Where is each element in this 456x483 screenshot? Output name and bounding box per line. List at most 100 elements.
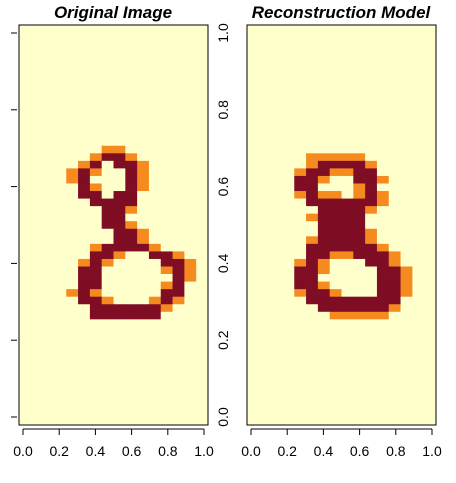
heatmap-cell: [78, 236, 91, 245]
heatmap-cell: [282, 394, 295, 403]
heatmap-cell: [388, 168, 401, 177]
heatmap-cell: [388, 160, 401, 169]
heatmap-cell: [424, 130, 437, 139]
heatmap-cell: [54, 258, 67, 267]
heatmap-cell: [184, 153, 197, 162]
heatmap-cell: [54, 138, 67, 147]
heatmap-cell: [184, 394, 197, 403]
heatmap-cell: [113, 334, 126, 343]
heatmap-cell: [54, 153, 67, 162]
heatmap-cell: [101, 92, 114, 101]
heatmap-cell: [42, 153, 55, 162]
heatmap-cell: [270, 206, 283, 215]
heatmap-cell: [172, 70, 185, 79]
heatmap-cell: [148, 100, 162, 109]
heatmap-cell: [388, 55, 401, 64]
heatmap-cell: [172, 145, 185, 154]
heatmap-cell: [160, 32, 173, 41]
heatmap-cell: [148, 387, 162, 396]
heatmap-cell: [125, 85, 138, 94]
heatmap-cell: [78, 153, 91, 162]
heatmap-cell: [184, 387, 197, 396]
heatmap-cell: [125, 281, 138, 290]
heatmap-cell: [66, 258, 79, 267]
heatmap-cell: [172, 387, 185, 396]
heatmap-cell: [101, 62, 114, 71]
heatmap-cell: [247, 258, 260, 267]
heatmap-cell: [113, 289, 126, 298]
heatmap-cell: [400, 364, 413, 373]
heatmap-cell: [258, 274, 272, 283]
heatmap-cell: [353, 364, 366, 373]
heatmap-cell: [317, 62, 331, 71]
heatmap-cell: [196, 191, 209, 199]
heatmap-cell: [42, 274, 55, 283]
heatmap-cell: [54, 274, 67, 283]
heatmap-cell: [184, 206, 197, 215]
heatmap-cell: [317, 364, 331, 373]
heatmap-cell: [306, 183, 319, 192]
heatmap-cell: [341, 108, 354, 116]
heatmap-cell: [30, 236, 44, 245]
heatmap-cell: [424, 221, 437, 230]
heatmap-cell: [353, 326, 366, 335]
heatmap-cell: [101, 153, 114, 162]
heatmap-cell: [89, 289, 103, 298]
heatmap-cell: [306, 243, 319, 252]
heatmap-cell: [400, 32, 413, 41]
heatmap-cell: [30, 326, 44, 335]
heatmap-cell: [160, 130, 173, 139]
heatmap-cell: [160, 251, 173, 260]
heatmap-cell: [424, 85, 437, 94]
heatmap-cell: [89, 62, 103, 71]
heatmap-cell: [294, 357, 307, 366]
heatmap-cell: [424, 289, 437, 298]
heatmap-cell: [282, 32, 295, 41]
heatmap-cell: [89, 326, 103, 335]
heatmap-cell: [282, 364, 295, 373]
heatmap-cell: [317, 274, 331, 283]
heatmap-cell: [19, 281, 32, 290]
heatmap-cell: [160, 349, 173, 358]
heatmap-cell: [30, 289, 44, 298]
heatmap-cell: [89, 47, 103, 56]
heatmap-cell: [306, 47, 319, 56]
heatmap-cell: [353, 266, 366, 275]
heatmap-cell: [66, 357, 79, 366]
heatmap-cell: [365, 168, 378, 177]
heatmap-cell: [89, 258, 103, 267]
heatmap-cell: [137, 115, 150, 124]
heatmap-cell: [400, 130, 413, 139]
heatmap-cell: [30, 130, 44, 139]
heatmap-cell: [89, 372, 103, 381]
heatmap-cell: [101, 145, 114, 154]
heatmap-cell: [78, 311, 91, 320]
heatmap-cell: [30, 153, 44, 162]
heatmap-cell: [412, 191, 425, 199]
heatmap-cell: [294, 402, 307, 411]
heatmap-cell: [412, 92, 425, 101]
heatmap-cell: [89, 281, 103, 290]
heatmap-cell: [388, 25, 401, 33]
heatmap-cell: [365, 145, 378, 154]
heatmap-cell: [184, 175, 197, 184]
heatmap-cell: [172, 228, 185, 237]
heatmap-cell: [376, 341, 390, 350]
heatmap-cell: [306, 372, 319, 381]
heatmap-cell: [101, 251, 114, 260]
heatmap-cell: [400, 402, 413, 411]
heatmap-cell: [148, 341, 162, 350]
heatmap-cell: [247, 213, 260, 222]
heatmap-cell: [282, 281, 295, 290]
heatmap-cell: [365, 409, 378, 418]
heatmap-cell: [148, 311, 162, 320]
heatmap-cell: [66, 221, 79, 230]
heatmap-cell: [113, 409, 126, 418]
heatmap-cell: [400, 138, 413, 147]
heatmap-cell: [258, 251, 272, 260]
heatmap-cell: [412, 349, 425, 358]
heatmap-cell: [247, 206, 260, 215]
heatmap-cell: [148, 198, 162, 207]
heatmap-cell: [341, 334, 354, 343]
heatmap-cell: [294, 183, 307, 192]
